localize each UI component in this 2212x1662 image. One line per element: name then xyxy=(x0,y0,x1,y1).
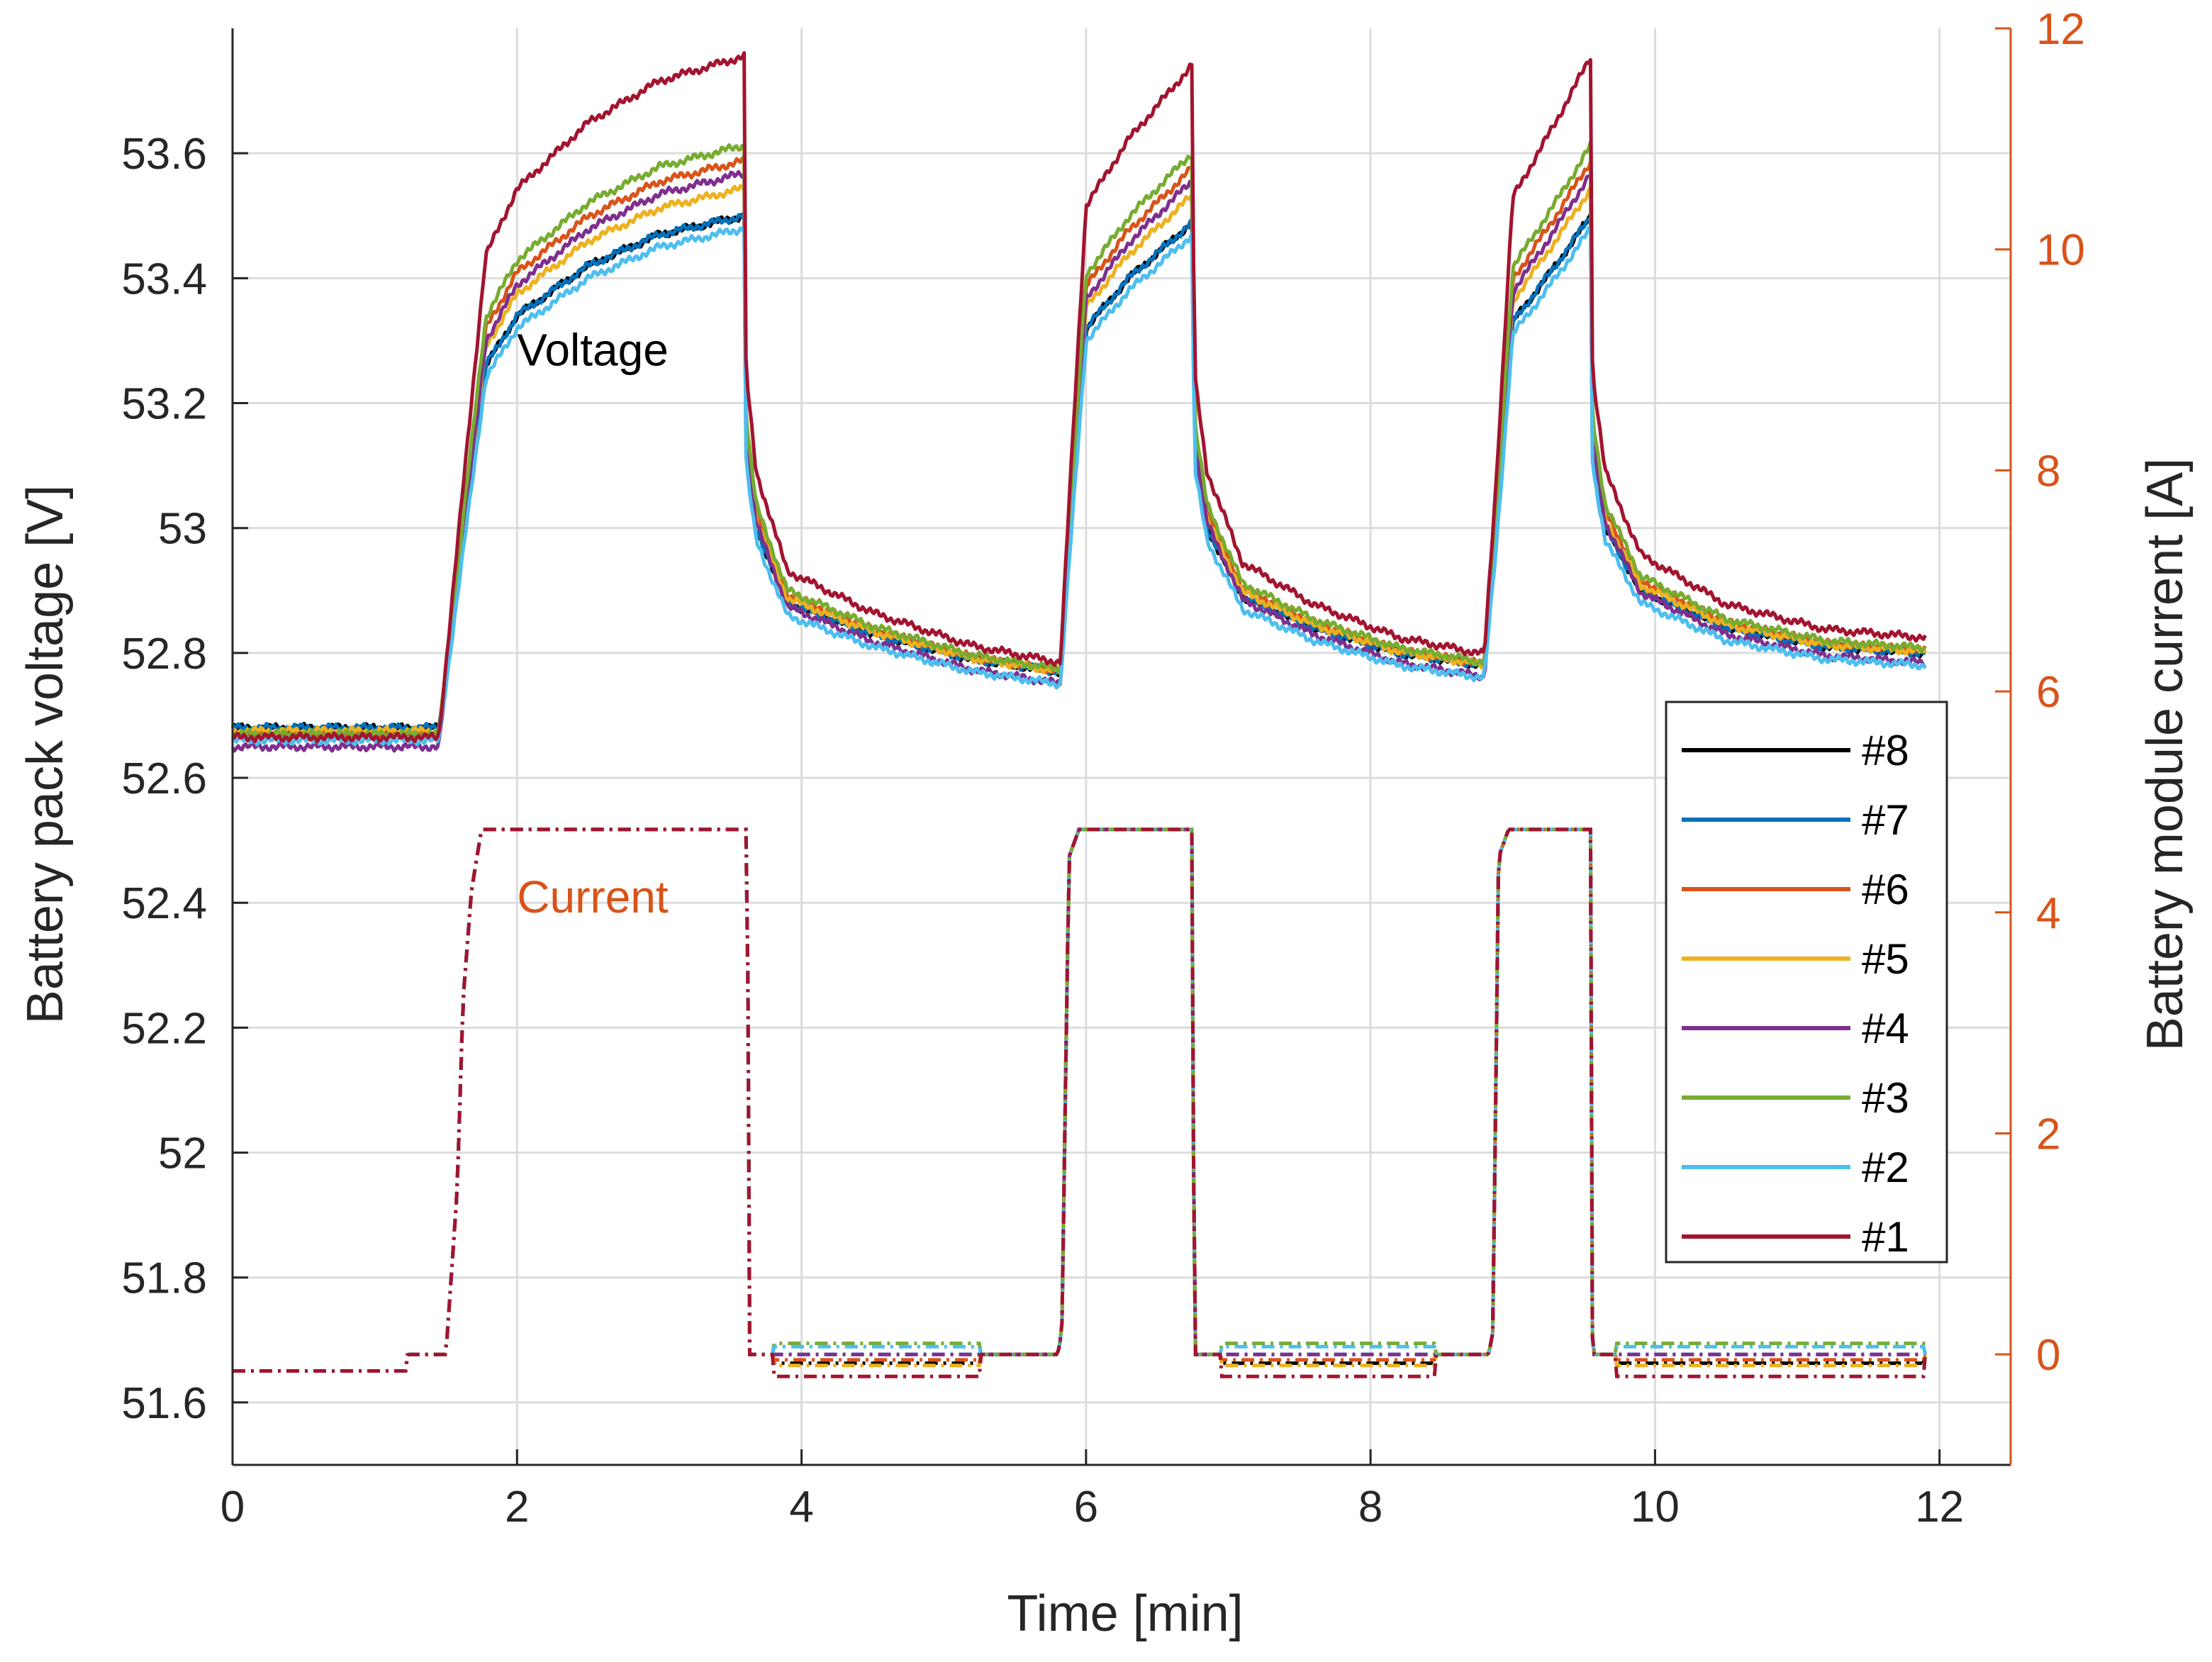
y-left-tick-label-4: 52.4 xyxy=(121,879,207,928)
current-series xyxy=(233,827,1928,1378)
y-left-tick-label-9: 53.4 xyxy=(121,255,207,303)
y-left-tick-label-0: 51.6 xyxy=(121,1379,207,1428)
x-tick-label-2: 4 xyxy=(789,1483,813,1532)
voltage-series xyxy=(230,51,1927,753)
y-axis-label-left: Battery pack voltage [V] xyxy=(17,485,74,1024)
voltage-line-1 xyxy=(232,51,1927,744)
x-tick-label-0: 0 xyxy=(220,1483,245,1532)
y-right-tick-label-0: 0 xyxy=(2036,1331,2060,1380)
voltage-line-3 xyxy=(230,140,1926,740)
legend-label-7: #7 xyxy=(1862,796,1909,844)
x-tick-label-5: 10 xyxy=(1631,1483,1680,1532)
y-left-tick-label-8: 53.2 xyxy=(121,380,207,429)
y-right-tick-label-2: 4 xyxy=(2036,889,2060,938)
axes xyxy=(231,28,2012,1466)
y-right-tick-label-1: 2 xyxy=(2036,1110,2060,1159)
legend-label-3: #3 xyxy=(1862,1074,1909,1122)
legend-label-6: #6 xyxy=(1862,866,1909,913)
x-tick-label-6: 12 xyxy=(1915,1483,1964,1532)
y-right-tick-label-6: 12 xyxy=(2036,5,2085,54)
legend: #8 #7 #6 #5 #4 #3 #2 #1 xyxy=(1665,701,1948,1264)
legend-label-4: #4 xyxy=(1862,1005,1909,1052)
y-right-tick-label-5: 10 xyxy=(2036,226,2085,275)
legend-label-8: #8 xyxy=(1862,727,1909,774)
x-tick-label-3: 6 xyxy=(1074,1483,1098,1532)
annotation-voltage: Voltage xyxy=(517,325,669,376)
legend-label-5: #5 xyxy=(1862,935,1909,983)
y-axis-label-right: Battery module current [A] xyxy=(2137,458,2194,1051)
y-left-tick-label-6: 52.8 xyxy=(121,630,207,679)
y-left-tick-label-2: 52 xyxy=(158,1130,207,1178)
legend-label-1: #1 xyxy=(1862,1213,1909,1261)
x-tick-label-4: 8 xyxy=(1358,1483,1382,1532)
y-left-tick-label-7: 53 xyxy=(158,505,207,554)
x-axis-label: Time [min] xyxy=(1007,1585,1243,1642)
y-left-tick-label-3: 52.2 xyxy=(121,1004,207,1053)
current-line-1 xyxy=(233,827,1928,1378)
ticks: 0 2 4 6 8 10 12 51.6 51.8 52 52.2 52.4 52.6 52.8 53 53.… xyxy=(121,5,2085,1532)
legend-label-2: #2 xyxy=(1862,1144,1909,1191)
y-left-tick-label-5: 52.6 xyxy=(121,754,207,803)
y-left-tick-label-1: 51.8 xyxy=(121,1254,207,1303)
y-right-tick-label-4: 8 xyxy=(2036,447,2060,496)
y-left-tick-label-10: 53.6 xyxy=(121,130,207,179)
x-tick-label-1: 2 xyxy=(505,1483,529,1532)
annotation-current: Current xyxy=(517,871,669,922)
voltage-line-2 xyxy=(231,226,1927,747)
y-right-tick-label-3: 6 xyxy=(2036,668,2060,717)
